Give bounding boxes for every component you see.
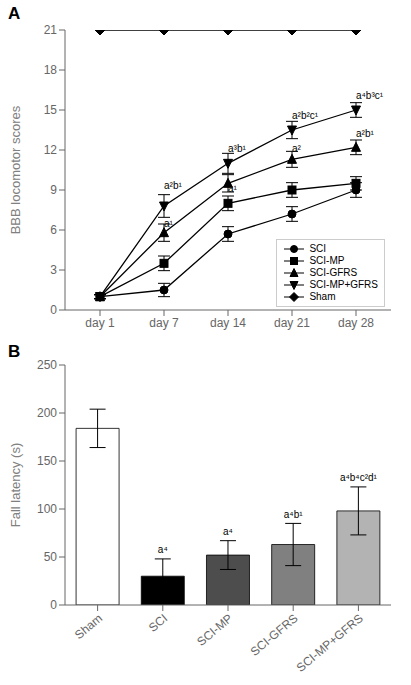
svg-text:SCI-MP+GFRS: SCI-MP+GFRS — [294, 611, 366, 675]
svg-text:BBB locomotor scores: BBB locomotor scores — [8, 105, 23, 234]
svg-text:100: 100 — [37, 502, 57, 516]
svg-text:day 1: day 1 — [85, 316, 115, 330]
html-text:SCI-GFRS: SCI-GFRS — [309, 267, 358, 278]
svg-text:a²b²c¹: a²b²c¹ — [292, 110, 319, 121]
svg-text:day 7: day 7 — [149, 316, 179, 330]
svg-text:a⁴b⁴c²d¹: a⁴b⁴c²d¹ — [340, 472, 378, 483]
svg-text:12: 12 — [44, 143, 58, 157]
svg-text:200: 200 — [37, 406, 57, 420]
svg-text:a³b¹: a³b¹ — [228, 143, 246, 154]
svg-text:0: 0 — [50, 598, 57, 612]
svg-text:Fall latency (s): Fall latency (s) — [8, 443, 23, 528]
svg-text:a²b¹: a²b¹ — [164, 180, 182, 191]
svg-text:a¹: a¹ — [228, 183, 238, 194]
html-text:SCI-MP: SCI-MP — [309, 255, 345, 266]
svg-text:day 14: day 14 — [210, 316, 246, 330]
svg-text:a⁴b³c¹: a⁴b³c¹ — [356, 90, 384, 101]
svg-text:18: 18 — [44, 63, 58, 77]
svg-text:a⁴: a⁴ — [158, 544, 168, 555]
svg-text:a¹: a¹ — [164, 218, 174, 229]
svg-text:a²: a² — [292, 143, 302, 154]
svg-text:a⁴b¹: a⁴b¹ — [284, 509, 303, 520]
svg-text:6: 6 — [50, 223, 57, 237]
svg-text:SCI-GFRS: SCI-GFRS — [248, 611, 301, 659]
html-text:B: B — [8, 342, 21, 361]
svg-text:Sham: Sham — [72, 611, 105, 642]
svg-text:150: 150 — [37, 454, 57, 468]
svg-text:0: 0 — [50, 303, 57, 317]
svg-text:250: 250 — [37, 358, 57, 372]
svg-text:SCI-MP: SCI-MP — [194, 611, 235, 649]
html-text:SCI-MP+GFRS: SCI-MP+GFRS — [309, 279, 378, 290]
svg-text:day 21: day 21 — [274, 316, 310, 330]
svg-text:3: 3 — [50, 263, 57, 277]
html-text:Sham: Sham — [309, 291, 336, 302]
svg-text:a⁴: a⁴ — [223, 526, 233, 537]
svg-text:SCI: SCI — [146, 611, 170, 635]
svg-text:day 28: day 28 — [338, 316, 374, 330]
svg-text:50: 50 — [44, 550, 58, 564]
svg-text:a²b¹: a²b¹ — [356, 128, 374, 139]
svg-text:21: 21 — [44, 23, 58, 37]
svg-text:9: 9 — [50, 183, 57, 197]
html-text:SCI: SCI — [309, 243, 326, 254]
html-text:A: A — [8, 4, 21, 23]
svg-text:15: 15 — [44, 103, 58, 117]
